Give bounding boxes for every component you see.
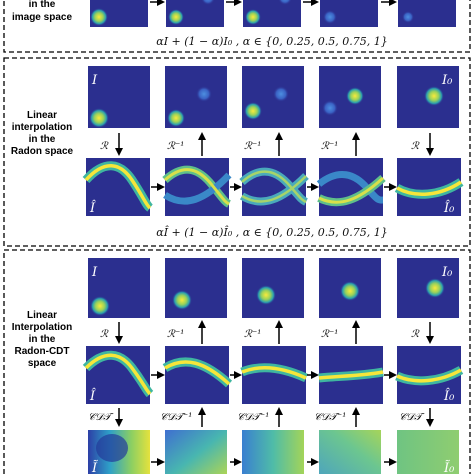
operator-label: ℛ⁻¹ [321,141,338,152]
operator-label: 𝒞𝒟𝒯 [399,412,425,423]
section-label-line: in the [29,0,56,10]
section-label-line: image space [12,12,72,23]
image-panel [243,0,301,27]
operator-label: ℛ⁻¹ [244,329,261,340]
sinogram-panel [240,346,308,404]
image-panel [319,258,381,318]
cdt-panel [319,430,381,474]
operator-label: ℛ [100,141,109,152]
sinogram-panel [239,158,309,216]
image-panel [398,0,456,27]
section-border [3,0,471,53]
section-image-space: in the image space αI + (1 − α)I₀ , [3,0,471,53]
operator-label: ℛ [411,329,420,340]
section-label-line: Linear [27,110,57,121]
operator-label: ℛ⁻¹ [244,141,261,152]
image-panel [319,66,381,128]
section-label-line: interpolation [12,122,73,133]
operator-label: 𝒞𝒟𝒯 [88,412,114,423]
sinogram-panel [318,346,384,404]
image-panel [242,66,304,128]
section-label-line: Interpolation [12,322,73,333]
image-panel [165,66,227,128]
sinogram-panel [316,158,386,216]
image-label: I [91,265,98,280]
sinogram-label: Î [89,388,96,404]
section-label-line: Radon-CDT [15,346,70,357]
image-label: I₀ [441,73,453,88]
section-radon-cdt-space: Linear Interpolation in the Radon-CDT sp… [3,249,471,474]
sinogram-panel-I0-hat: Î₀ [395,346,464,404]
sinogram-panel-I0-hat: Î₀ [394,158,464,216]
operator-label: 𝒞𝒟𝒯⁻¹ [237,412,269,423]
sinogram-panel [162,346,233,404]
section-label-line: space [28,358,57,369]
section-radon-space: Linear interpolation in the Radon space … [3,57,471,247]
image-panel-I0: I₀ [397,258,459,318]
image-panel [166,0,224,27]
transform-label: Ĩ [91,460,99,474]
operator-label: ℛ⁻¹ [167,329,184,340]
cdt-panel-I-tilde: Ĩ [88,430,150,474]
sinogram-panel-I-hat: Î [82,158,154,216]
operator-label: ℛ [100,329,109,340]
section-label-line: Radon space [11,146,74,157]
sinogram-panel [162,158,232,216]
sinogram-label: Î [89,200,96,216]
cdt-panel [165,430,227,474]
image-label: I₀ [441,265,453,280]
section-label-line: in the [29,134,56,145]
operator-label: 𝒞𝒟𝒯⁻¹ [160,412,192,423]
operator-label: ℛ [411,141,420,152]
operator-label: ℛ⁻¹ [167,141,184,152]
image-panel [320,0,378,27]
sinogram-label: Î₀ [443,200,455,216]
section-label-line: in the [29,334,56,345]
section-border [3,249,471,474]
interpolation-equation: αÎ + (1 − α)Î₀ , α ∈ {0, 0.25, 0.5, 0.75… [156,225,387,239]
image-panel-I0: I₀ [397,66,459,128]
sinogram-label: Î₀ [443,388,455,404]
section-label-line: Linear [27,310,57,321]
image-panel [242,258,304,318]
image-label: I [91,73,98,88]
operator-label: 𝒞𝒟𝒯⁻¹ [314,412,346,423]
interpolation-equation: αI + (1 − α)I₀ , α ∈ {0, 0.25, 0.5, 0.75… [156,35,387,48]
sinogram-panel-I-hat: Î [82,346,154,404]
cdt-panel-I0-tilde: Ĩ₀ [397,430,459,474]
image-panel [165,258,227,318]
cdt-panel [242,430,304,474]
transform-label: Ĩ₀ [443,460,455,474]
operator-label: ℛ⁻¹ [321,329,338,340]
image-panel-I: I [88,66,150,128]
image-panel-I: I [88,258,150,318]
section-border [3,57,471,247]
image-panel [90,0,148,27]
